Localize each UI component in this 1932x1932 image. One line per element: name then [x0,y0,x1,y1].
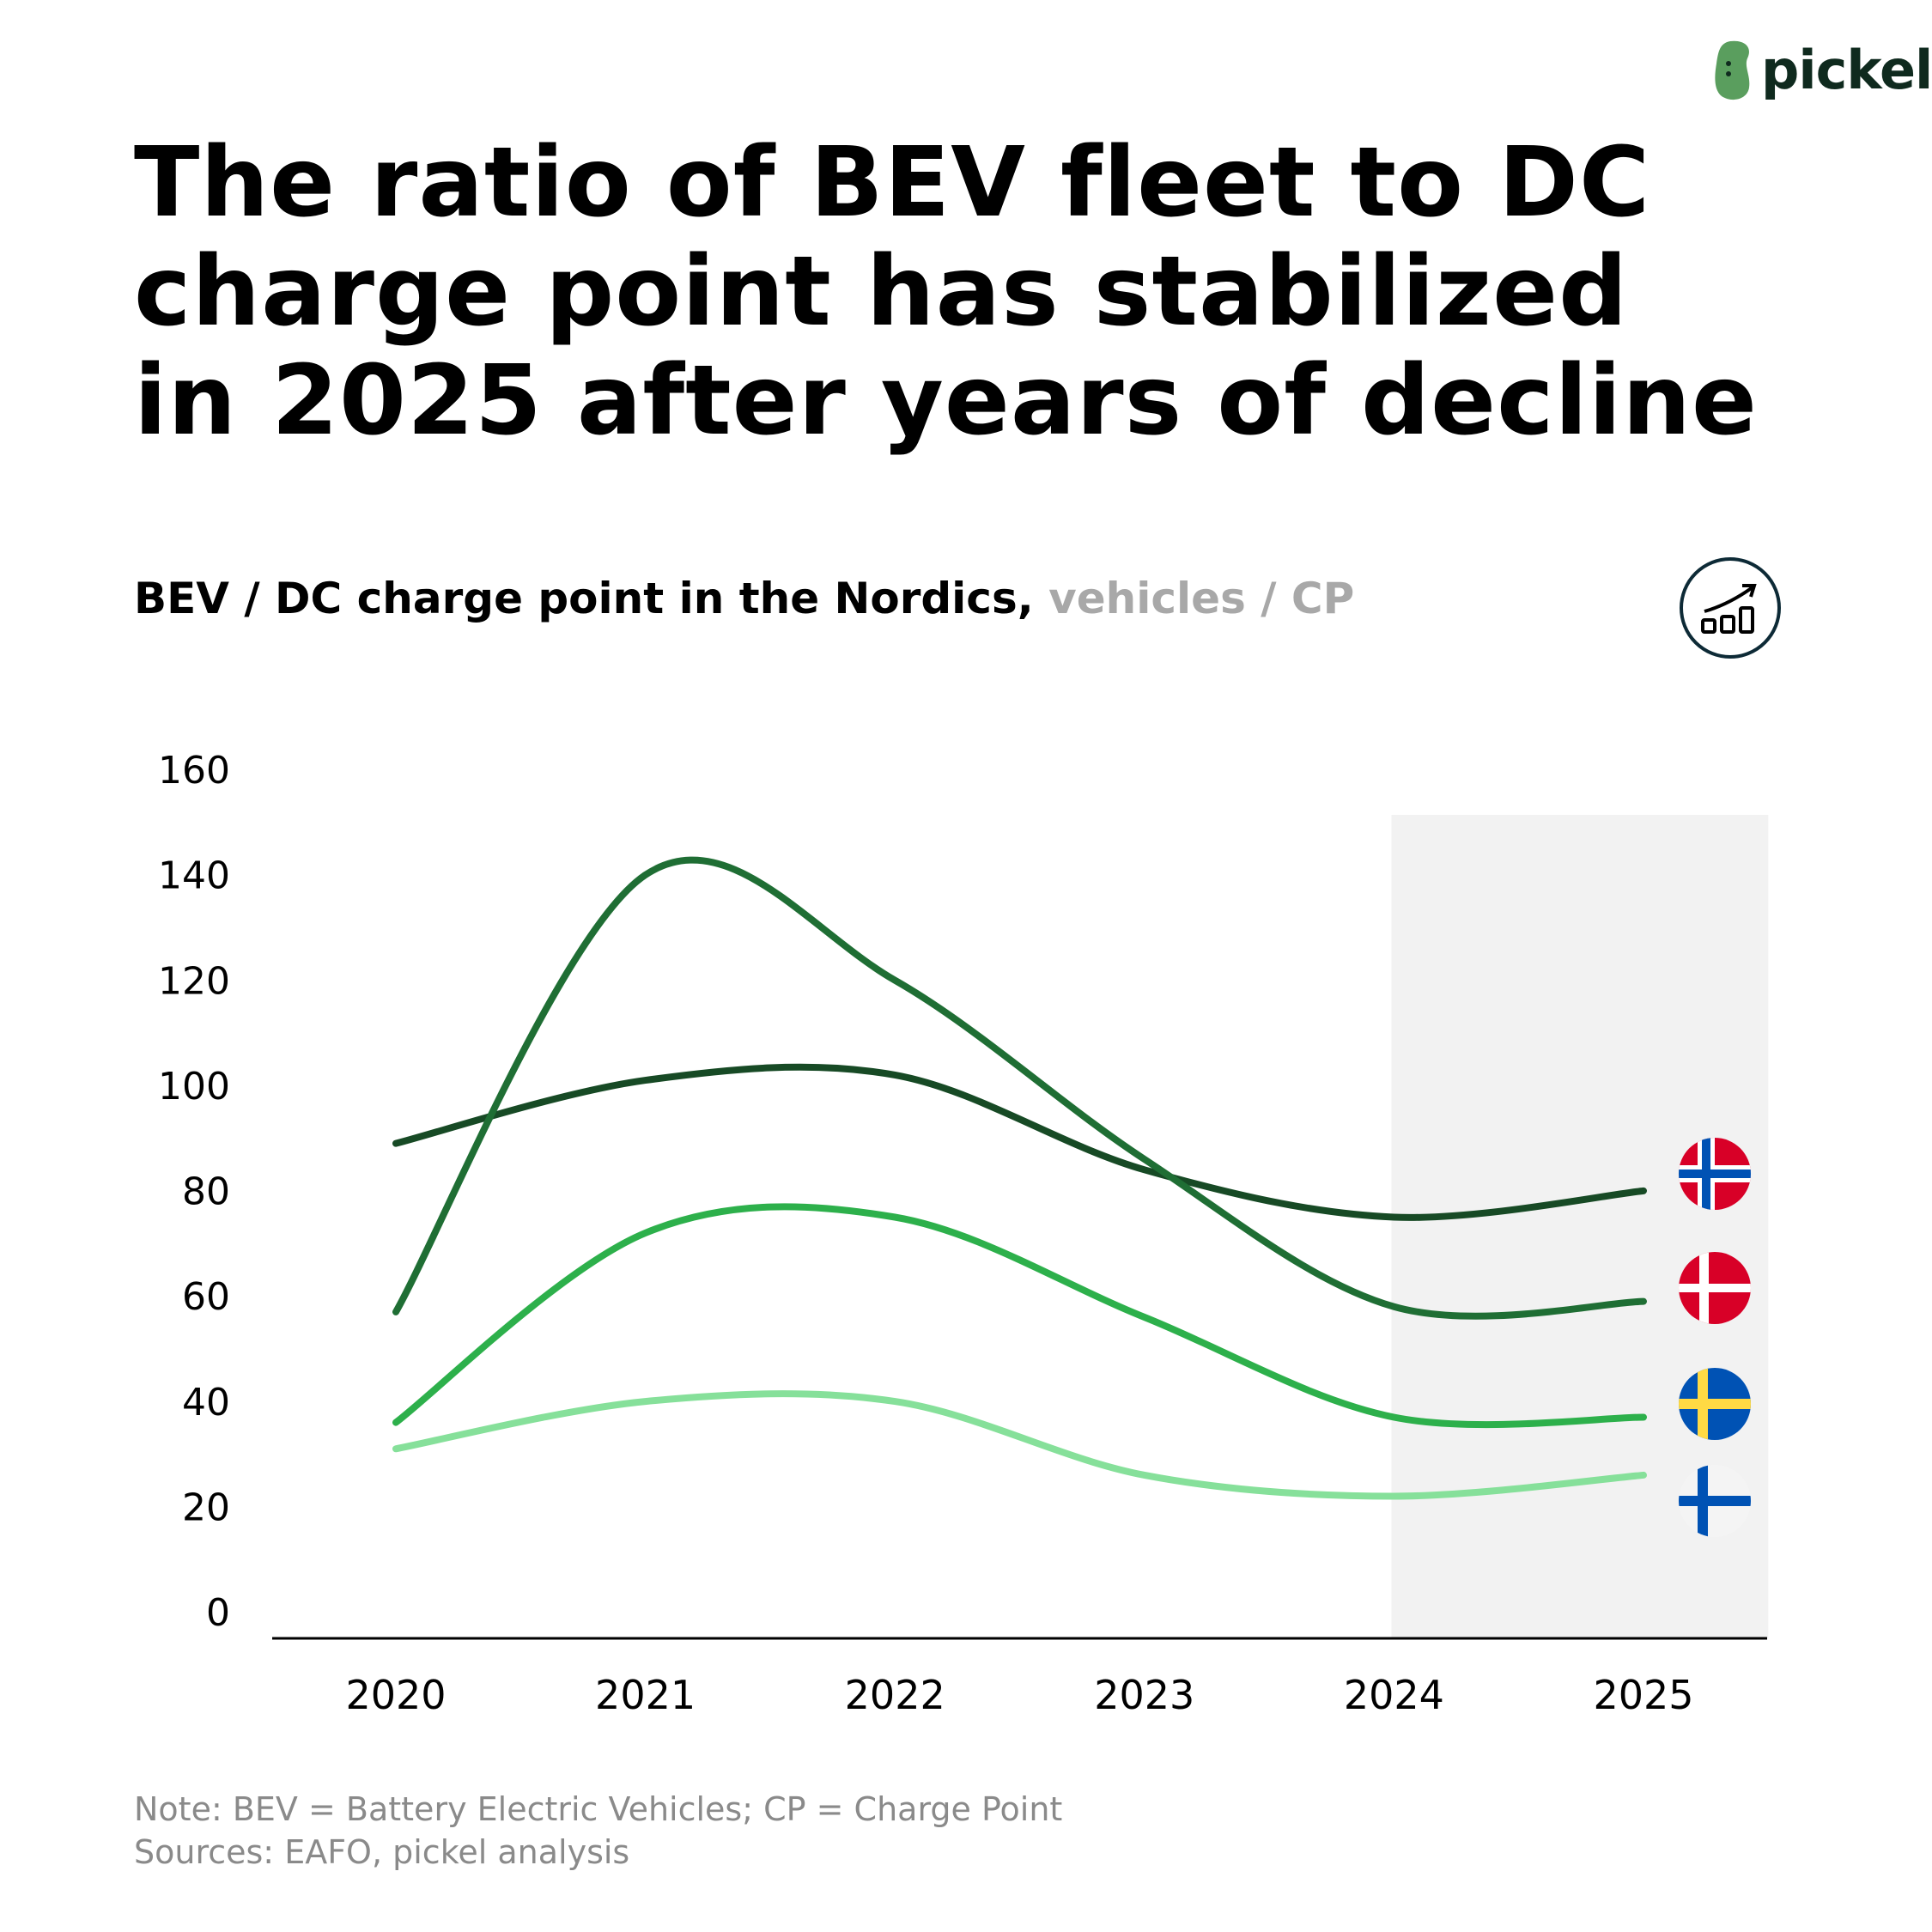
y-tick-label: 40 [182,1381,230,1425]
series-line [392,1203,1647,1429]
flag-cross [1679,1496,1751,1506]
x-tick-label: 2020 [345,1672,446,1718]
sources-text: Sources: EAFO, pickel analysis [134,1833,630,1871]
x-tick-label: 2021 [595,1672,696,1718]
y-tick-label: 140 [158,854,230,898]
y-tick-label: 160 [158,749,230,793]
y-tick-label: 120 [158,959,230,1003]
x-tick-label: 2024 [1344,1672,1444,1718]
y-tick-label: 0 [206,1591,230,1635]
subtitle-main: BEV / DC charge point in the Nordics, [134,574,1034,623]
chart-subtitle: BEV / DC charge point in the Nordics, ve… [134,574,1354,623]
subtitle-unit: vehicles / CP [1048,574,1355,623]
series-line [392,1063,1647,1221]
series-line [392,1390,1647,1500]
page-title: The ratio of BEV fleet to DC charge poin… [134,127,1758,457]
y-tick-label: 20 [182,1485,230,1529]
flag-cross [1679,1399,1751,1409]
pickle-bean-logo-icon [1715,40,1750,100]
finland-flag-icon [1679,1465,1751,1537]
x-tick-label: 2022 [845,1672,945,1718]
x-tick-label: 2023 [1094,1672,1194,1718]
pickel-logo: pickel [1713,39,1932,101]
note-text: Note: BEV = Battery Electric Vehicles; C… [134,1790,1063,1828]
flag-cross [1679,1284,1751,1292]
norway-flag-icon [1679,1138,1751,1210]
series-line [392,856,1647,1320]
y-tick-label: 100 [158,1065,230,1109]
chart-notes: Note: BEV = Battery Electric Vehicles; C… [134,1788,1062,1874]
logo-text: pickel [1761,39,1932,101]
sweden-flag-icon [1679,1368,1751,1440]
flag-cross [1679,1170,1751,1178]
y-tick-label: 60 [182,1275,230,1319]
bar-chart-trend-icon [1680,557,1781,659]
denmark-flag-icon [1679,1252,1751,1324]
x-tick-label: 2025 [1593,1672,1693,1718]
y-tick-label: 80 [182,1170,230,1214]
